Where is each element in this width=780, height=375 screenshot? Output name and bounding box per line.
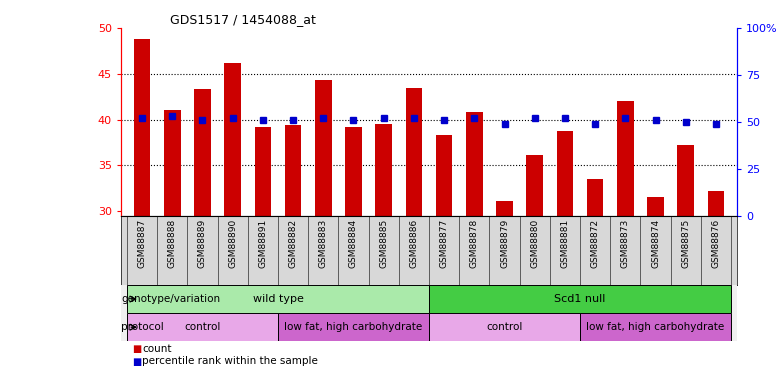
Bar [678,145,694,216]
Text: protocol: protocol [121,322,164,332]
Text: GSM88891: GSM88891 [258,219,268,268]
Text: GSM88890: GSM88890 [229,219,237,268]
Bar [127,285,429,313]
Text: GSM88881: GSM88881 [560,219,569,268]
Bar [587,179,604,216]
Bar [133,39,151,216]
Bar [707,191,725,216]
Text: GSM88877: GSM88877 [440,219,448,268]
Text: GSM88888: GSM88888 [168,219,177,268]
Text: Scd1 null: Scd1 null [555,294,606,304]
Text: GSM88884: GSM88884 [349,219,358,268]
Text: percentile rank within the sample: percentile rank within the sample [142,357,317,366]
Bar [164,111,180,216]
Bar [315,80,332,216]
Bar [647,197,664,216]
Bar [285,125,301,216]
Text: GSM88882: GSM88882 [289,219,298,268]
Text: control: control [184,322,221,332]
Bar [225,63,241,216]
Bar [526,155,543,216]
Text: low fat, high carbohydrate: low fat, high carbohydrate [285,322,423,332]
Text: GSM88887: GSM88887 [137,219,147,268]
Bar [496,201,512,216]
Bar [429,285,731,313]
Text: wild type: wild type [253,294,303,304]
Text: ■: ■ [133,344,142,354]
Text: genotype/variation: genotype/variation [121,294,220,304]
Bar [127,313,278,341]
Text: ■: ■ [133,357,142,366]
Text: GSM88872: GSM88872 [590,219,600,268]
Bar [557,132,573,216]
Text: GSM88880: GSM88880 [530,219,539,268]
Bar [406,88,422,216]
Bar [278,313,429,341]
Text: GSM88878: GSM88878 [470,219,479,268]
Text: GSM88876: GSM88876 [711,219,721,268]
Text: count: count [142,344,172,354]
Text: GDS1517 / 1454088_at: GDS1517 / 1454088_at [170,13,316,26]
Bar [375,124,392,216]
Bar [436,135,452,216]
Text: GSM88874: GSM88874 [651,219,660,268]
Text: GSM88883: GSM88883 [319,219,328,268]
Bar [346,127,362,216]
Text: GSM88879: GSM88879 [500,219,509,268]
Bar [617,101,633,216]
Text: GSM88885: GSM88885 [379,219,388,268]
Text: control: control [486,322,523,332]
Text: GSM88886: GSM88886 [410,219,418,268]
Bar [429,313,580,341]
Text: low fat, high carbohydrate: low fat, high carbohydrate [587,322,725,332]
Text: GSM88875: GSM88875 [681,219,690,268]
Text: GSM88873: GSM88873 [621,219,629,268]
Bar [194,89,211,216]
Bar [580,313,731,341]
Bar [466,112,483,216]
Text: GSM88889: GSM88889 [198,219,207,268]
Bar [254,127,271,216]
